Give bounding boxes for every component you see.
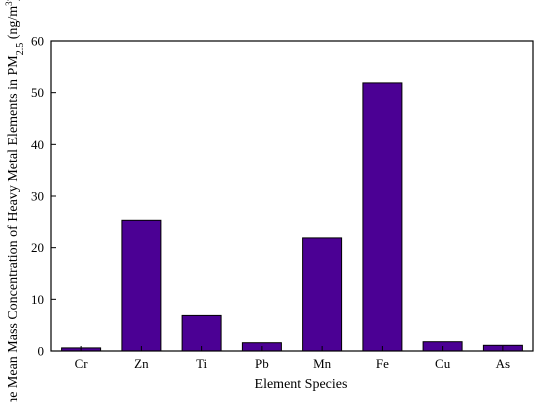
x-axis-title: Element Species	[255, 377, 348, 392]
x-tick-label-pb: Pb	[255, 356, 269, 371]
x-tick-label-as: As	[496, 356, 510, 371]
y-axis-title-unit-superscript: 3	[4, 1, 14, 6]
y-axis-title-unit: (ng/m	[6, 6, 21, 43]
y-axis-title-subscript: 2.5	[15, 43, 26, 56]
y-tick-label-30: 30	[31, 189, 44, 204]
plot-frame	[50, 40, 534, 352]
y-tick-label-60: 60	[31, 34, 44, 49]
y-axis-title: The Mean Mass Concentration of Heavy Met…	[4, 0, 26, 402]
x-tick-label-mn: Mn	[313, 356, 332, 371]
x-tick-label-cu: Cu	[435, 356, 451, 371]
y-tick-label-40: 40	[31, 137, 44, 152]
x-tick-label-zn: Zn	[134, 356, 149, 371]
x-tick-label-ti: Ti	[196, 356, 207, 371]
x-tick-label-fe: Fe	[376, 356, 389, 371]
bar-fe	[362, 82, 403, 352]
y-tick-label-20: 20	[31, 240, 44, 255]
x-tick-label-cr: Cr	[75, 356, 89, 371]
y-tick-label-0: 0	[38, 344, 45, 359]
y-axis-title-unit-close: )	[6, 0, 21, 1]
y-tick-label-50: 50	[31, 85, 44, 100]
bar-mn	[302, 237, 343, 352]
plot-area: Cr Zn Ti Pb Mn Fe Cu As 0 10 20 30 40 50 60	[31, 34, 534, 371]
bar-ti	[181, 314, 222, 352]
y-tick-label-10: 10	[31, 292, 44, 307]
y-axis-title-main: The Mean Mass Concentration of Heavy Met…	[6, 55, 21, 402]
bar-zn	[121, 219, 162, 352]
